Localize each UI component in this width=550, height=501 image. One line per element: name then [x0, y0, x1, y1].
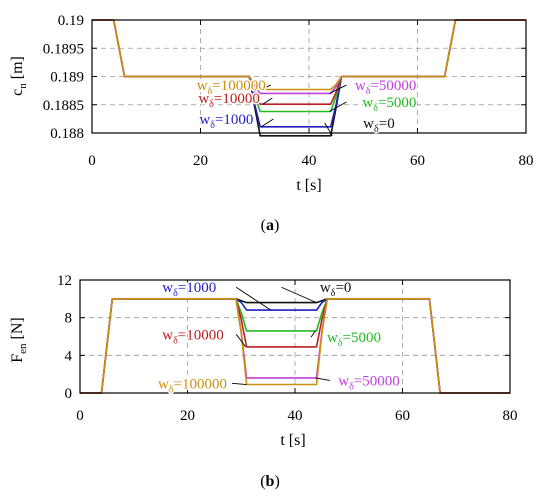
annotation-label-w100000: wδ=100000	[158, 376, 227, 395]
y-tick-label: 0.1885	[43, 98, 84, 114]
x-tick-label: 0	[88, 153, 96, 169]
annotation-label-w5000: wδ=5000	[362, 95, 416, 114]
annotation-leader	[324, 122, 333, 137]
panel-label: (a)	[261, 217, 280, 234]
annotation-leader	[235, 334, 246, 348]
annotation-leader	[310, 330, 316, 338]
annotation-label-w0: wδ=0	[320, 280, 352, 299]
x-tick-label: 40	[288, 408, 303, 424]
annotation-leader	[329, 84, 347, 94]
annotation-label-w1000: wδ=1000	[162, 280, 216, 299]
y-tick-label: 0.188	[50, 126, 84, 142]
annotation-label-w50000: wδ=50000	[338, 373, 400, 392]
x-tick-label: 80	[503, 408, 518, 424]
y-tick-label: 0.189	[50, 70, 84, 86]
annotation-label-w1000: wδ=1000	[199, 112, 253, 131]
x-tick-label: 80	[519, 153, 534, 169]
annotation-label-w0: wδ=0	[363, 116, 395, 135]
x-tick-label: 20	[193, 153, 208, 169]
x-tick-label: 40	[302, 153, 317, 169]
x-axis-label: t [s]	[280, 432, 305, 449]
annotation-leader	[329, 101, 347, 112]
x-axis-label: t [s]	[296, 177, 321, 194]
annotation-leader	[261, 118, 274, 128]
annotation-label-w5000: wδ=5000	[327, 330, 381, 349]
panel-label: (b)	[260, 473, 280, 490]
annotation-leader	[235, 286, 272, 311]
y-tick-label: 0.19	[58, 13, 84, 29]
y-tick-label: 4	[65, 348, 73, 364]
annotation-label-w10000: wδ=10000	[198, 91, 260, 110]
x-tick-label: 20	[180, 408, 195, 424]
x-tick-label: 0	[76, 408, 84, 424]
x-tick-label: 60	[410, 153, 425, 169]
y-axis-label: cn [m]	[9, 56, 29, 96]
y-tick-label: 0.1895	[43, 41, 84, 57]
annotation-label-w10000: wδ=10000	[162, 327, 224, 346]
chart-panel-2: 0 20 40 60 80 0 4 8 12 t [s] Fen [N] wδ=1000 wδ=0 wδ=…	[9, 273, 518, 490]
annotation-leader	[262, 97, 273, 105]
series-line-w100000	[92, 19, 526, 91]
annotation-leader	[281, 286, 317, 304]
annotation-label-w50000: wδ=50000	[355, 78, 417, 97]
y-tick-label: 0	[65, 386, 73, 402]
annotation-label-w100000: wδ=100000	[197, 78, 266, 97]
x-tick-label: 60	[395, 408, 410, 424]
y-tick-label: 12	[57, 273, 72, 289]
annotation-leader	[231, 382, 247, 385]
y-axis-label: Fen [N]	[9, 317, 29, 363]
annotation-leader	[315, 377, 330, 381]
chart-panel-1: 0 20 40 60 80 0.188 0.1885 0.189 0.1895 0.19 t [s]…	[9, 13, 534, 234]
annotation-leader	[261, 84, 271, 90]
series-line-w100000	[80, 297, 510, 394]
y-tick-label: 8	[65, 311, 73, 327]
